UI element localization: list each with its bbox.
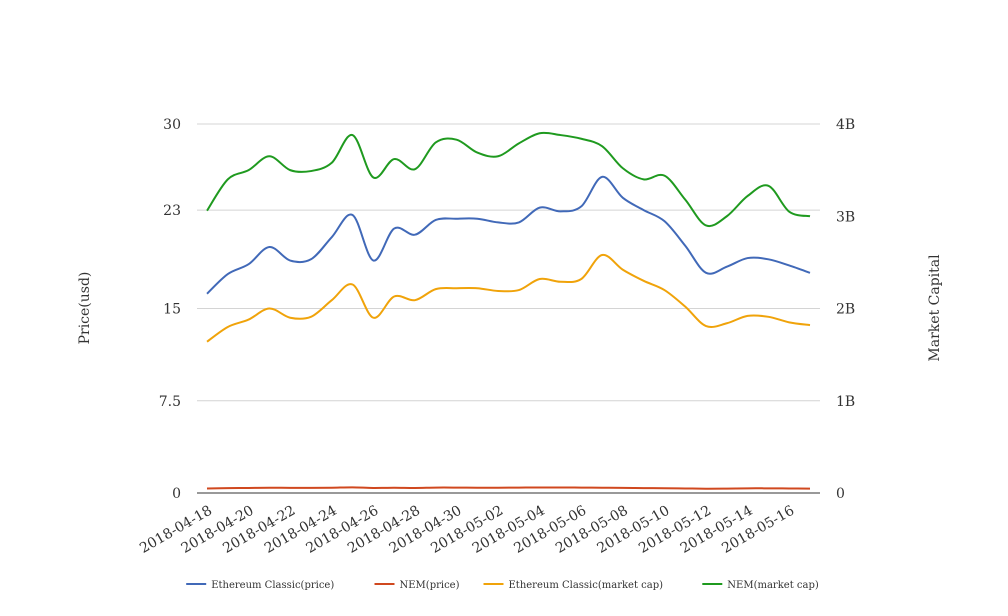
left-y-axis-title: Price(usd) (77, 272, 93, 345)
left-y-tick-label: 7.5 (159, 394, 181, 410)
legend-label: Ethereum Classic(market cap) (509, 580, 664, 591)
series-lines (206, 131, 811, 490)
legend-label: NEM(price) (400, 580, 460, 591)
legend-label: NEM(market cap) (727, 580, 819, 591)
left-y-tick-label: 15 (163, 302, 181, 318)
right-y-tick-label: 4B (836, 117, 855, 133)
series-line-ethereum-classic-market-cap (206, 253, 811, 343)
right-y-axis-title: Market Capital (927, 254, 943, 362)
legend: Ethereum Classic(price) NEM(price) Ethereu… (186, 580, 819, 591)
right-y-tick-label: 0 (836, 486, 845, 502)
left-y-tick-label: 0 (172, 486, 181, 502)
left-y-tick-label: 23 (163, 203, 181, 219)
series-line-ethereum-classic-price (206, 175, 811, 295)
series-line-nem-price (206, 486, 811, 490)
left-y-axis-ticks: 0 7.5 15 23 30 (159, 117, 181, 502)
right-y-tick-label: 3B (836, 209, 855, 225)
right-y-tick-label: 1B (836, 394, 855, 410)
right-y-axis-ticks: 0 1B 2B 3B 4B (836, 117, 855, 502)
series-line-nem-market-cap (206, 131, 811, 228)
left-y-tick-label: 30 (163, 117, 181, 133)
right-y-tick-label: 2B (836, 302, 855, 318)
x-axis-ticks: 2018-04-182018-04-202018-04-222018-04-24… (137, 503, 797, 557)
gridlines (197, 123, 820, 494)
legend-label: Ethereum Classic(price) (211, 580, 334, 591)
